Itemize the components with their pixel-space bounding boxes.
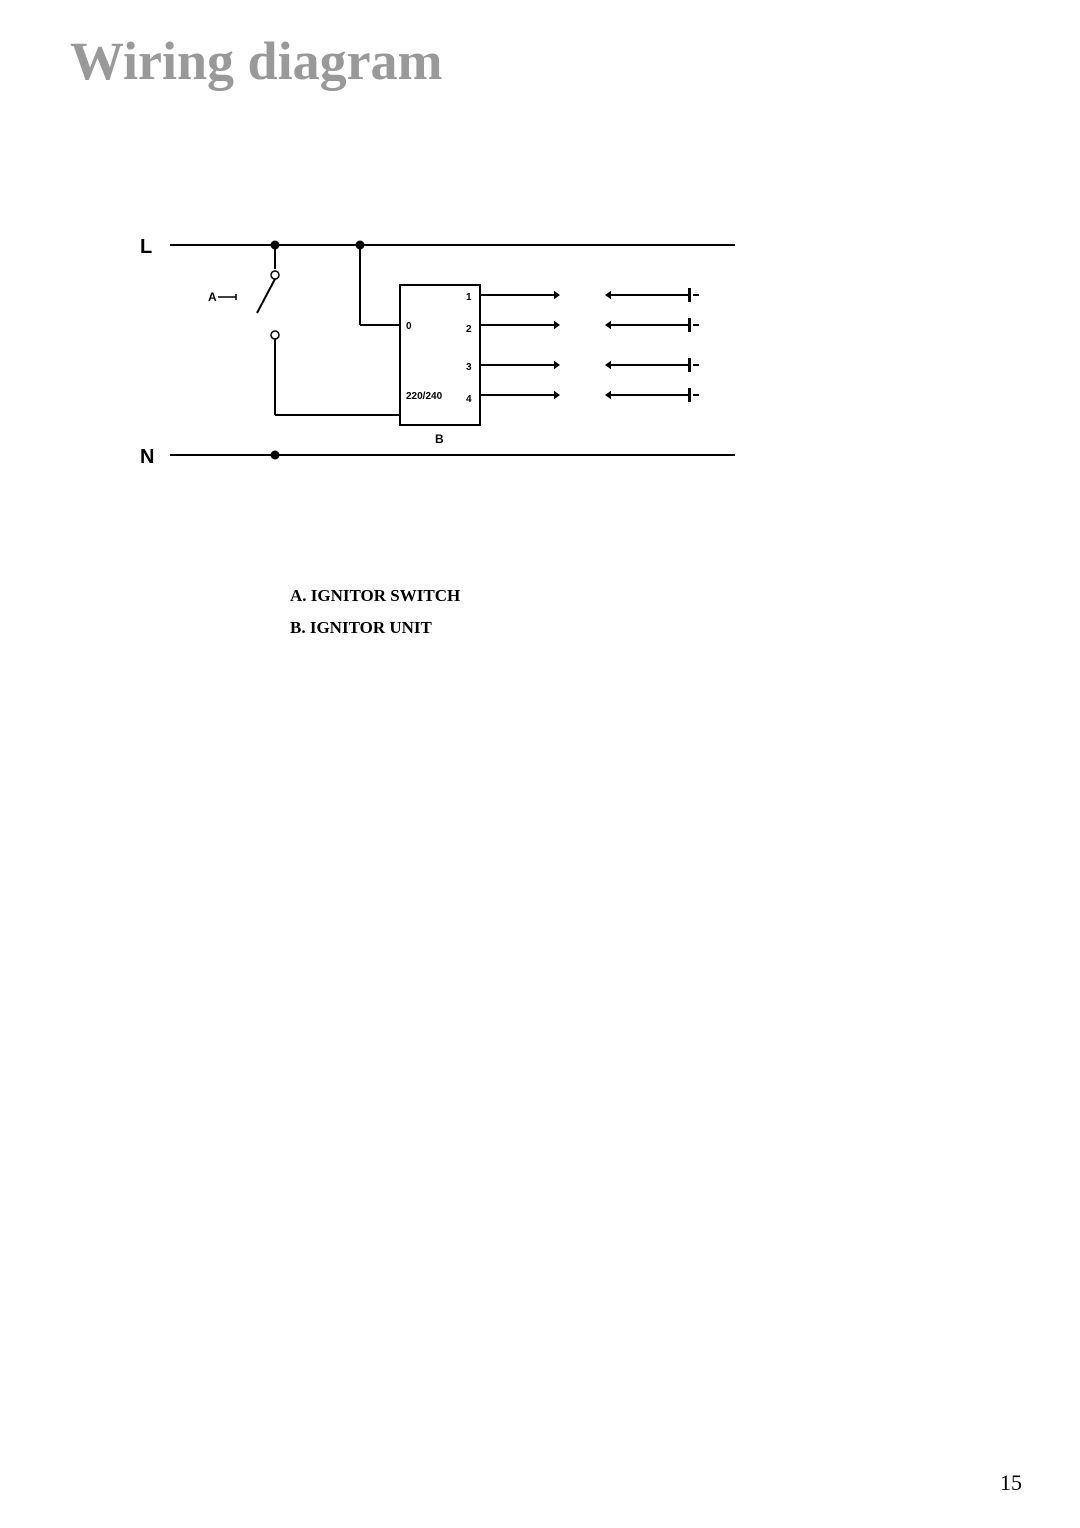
- legend-block: A. IGNITOR SWITCHB. IGNITOR UNIT: [290, 580, 460, 645]
- page-number: 15: [1000, 1470, 1022, 1496]
- svg-text:B: B: [435, 432, 444, 446]
- svg-text:0: 0: [406, 321, 412, 332]
- wiring-svg: L N A B 0 220/240 1 2 3 4: [130, 225, 735, 475]
- svg-text:4: 4: [466, 394, 472, 405]
- svg-text:3: 3: [466, 362, 472, 373]
- svg-text:A: A: [208, 290, 217, 304]
- svg-text:2: 2: [466, 324, 472, 335]
- svg-text:1: 1: [466, 292, 472, 303]
- svg-text:L: L: [140, 236, 152, 258]
- wiring-diagram: L N A B 0 220/240 1 2 3 4: [130, 225, 735, 475]
- legend-line: B. IGNITOR UNIT: [290, 612, 460, 644]
- page-title: Wiring diagram: [70, 30, 443, 92]
- svg-text:N: N: [140, 446, 154, 468]
- legend-line: A. IGNITOR SWITCH: [290, 580, 460, 612]
- svg-text:220/240: 220/240: [406, 391, 443, 402]
